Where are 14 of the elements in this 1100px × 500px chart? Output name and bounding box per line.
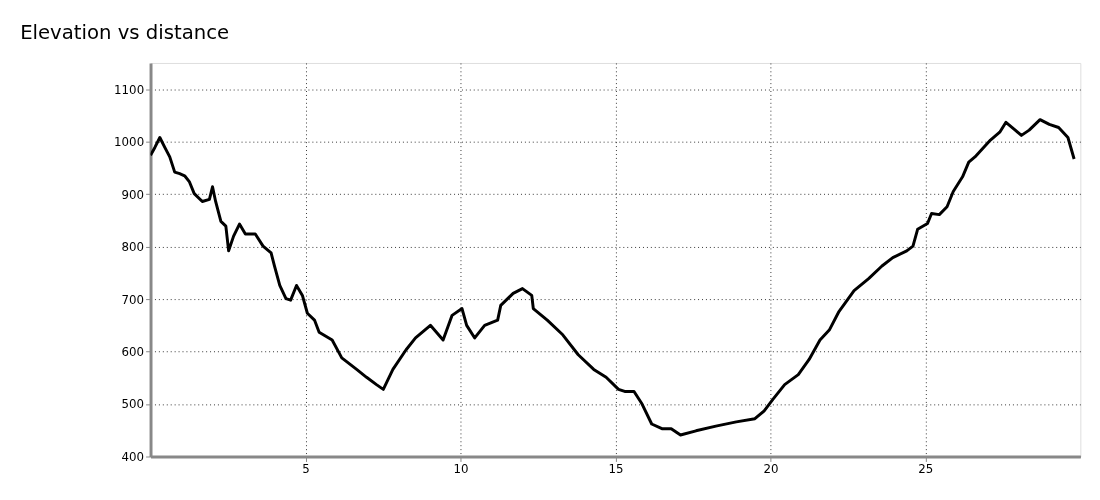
y-tick-label: 600	[121, 345, 145, 359]
y-tick-label: 400	[121, 449, 145, 464]
x-tick-label: 20	[763, 461, 779, 476]
chart-title: Elevation vs distance	[20, 21, 230, 45]
y-tick-label: 700	[121, 292, 145, 307]
y-tick-label: 800	[121, 240, 145, 255]
x-tick-label: 25	[918, 461, 934, 476]
y-tick-label: 500	[121, 397, 145, 412]
y-tick-label: 1000	[114, 135, 145, 150]
x-tick-label: 10	[453, 461, 469, 476]
x-tick-label: 5	[302, 461, 310, 476]
y-tick-label: 900	[121, 187, 145, 202]
x-tick-label: 15	[608, 461, 624, 476]
y-tick-label: 1100	[114, 82, 145, 97]
